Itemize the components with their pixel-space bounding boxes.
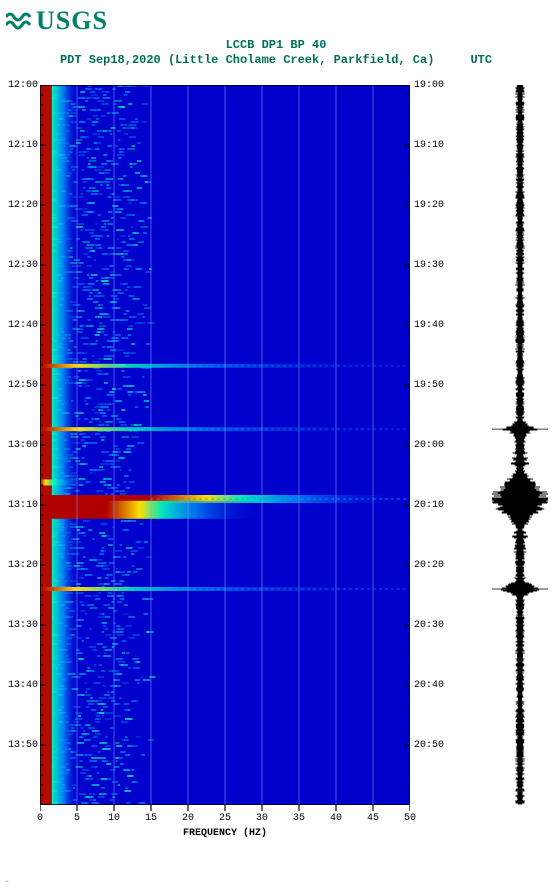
- y-right-tick-label: 20:30: [414, 620, 444, 631]
- y-right-tick-label: 19:20: [414, 200, 444, 211]
- y-axis-left: 12:0012:1012:2012:3012:4012:5013:0013:10…: [0, 85, 40, 805]
- y-left-tick-label: 12:40: [8, 320, 38, 331]
- y-axis-right: 19:0019:1019:2019:3019:4019:5020:0020:10…: [412, 85, 452, 805]
- logo-text: USGS: [36, 6, 108, 35]
- footer-mark: -: [4, 877, 10, 888]
- y-right-tick-label: 20:50: [414, 740, 444, 751]
- y-left-tick-label: 12:50: [8, 380, 38, 391]
- y-right-tick-label: 19:00: [414, 80, 444, 91]
- chart-subtitle: PDT Sep18,2020 (Little Cholame Creek, Pa…: [0, 53, 552, 67]
- y-left-tick-label: 13:20: [8, 560, 38, 571]
- y-left-tick-label: 13:30: [8, 620, 38, 631]
- y-left-tick-label: 12:30: [8, 260, 38, 271]
- subtitle-mid: (Little Cholame Creek, Parkfield, Ca): [168, 53, 434, 67]
- chart-title: LCCB DP1 BP 40: [0, 38, 552, 52]
- y-left-tick-label: 13:40: [8, 680, 38, 691]
- y-left-tick-label: 12:00: [8, 80, 38, 91]
- y-left-tick-label: 12:10: [8, 140, 38, 151]
- y-right-tick-label: 19:30: [414, 260, 444, 271]
- y-right-tick-label: 20:00: [414, 440, 444, 451]
- seismogram-waveform: [492, 85, 548, 805]
- y-right-tick-label: 19:50: [414, 380, 444, 391]
- y-right-tick-label: 20:40: [414, 680, 444, 691]
- y-left-tick-label: 13:10: [8, 500, 38, 511]
- x-axis: 05101520253035404550: [40, 805, 410, 825]
- y-left-tick-label: 12:20: [8, 200, 38, 211]
- wave-icon: [6, 8, 32, 38]
- subtitle-right: UTC: [470, 53, 492, 67]
- y-right-tick-label: 19:40: [414, 320, 444, 331]
- y-left-tick-label: 13:00: [8, 440, 38, 451]
- y-left-tick-label: 13:50: [8, 740, 38, 751]
- spectrogram-chart: [40, 85, 410, 805]
- subtitle-left: PDT Sep18,2020: [60, 53, 161, 67]
- y-right-tick-label: 19:10: [414, 140, 444, 151]
- y-right-tick-label: 20:10: [414, 500, 444, 511]
- x-axis-title: FREQUENCY (HZ): [40, 828, 410, 839]
- usgs-logo: USGS: [6, 6, 108, 38]
- y-right-tick-label: 20:20: [414, 560, 444, 571]
